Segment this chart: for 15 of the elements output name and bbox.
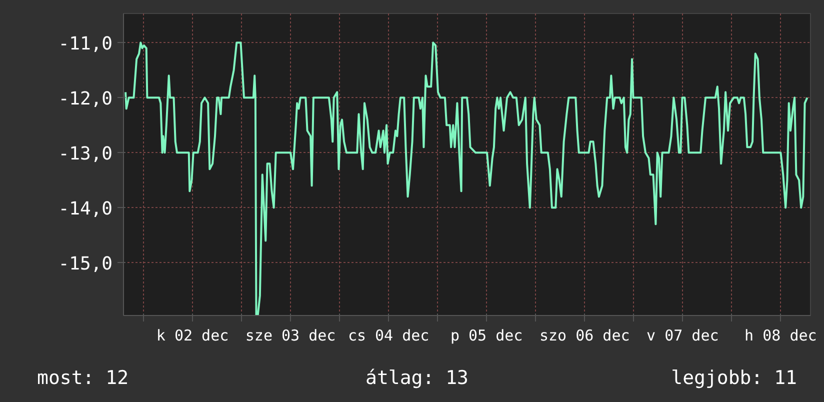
y-tick-label: -12,0	[58, 88, 113, 110]
y-tick-label: -14,0	[58, 198, 113, 220]
text: most: 12	[37, 366, 130, 391]
text: átlag: 13	[364, 366, 470, 391]
text: legjobb: 11	[670, 366, 797, 391]
x-tick-label: p 05 dec	[450, 326, 523, 344]
x-tick-label: szo 06 dec	[539, 326, 630, 344]
y-tick-label: -15,0	[58, 254, 113, 275]
x-tick-label: cs 04 dec	[348, 326, 430, 344]
x-tick-label: sze 03 dec	[245, 326, 336, 344]
y-tick-label: -13,0	[58, 144, 113, 165]
x-tick-label: v 07 dec	[646, 326, 719, 344]
x-tick-label: k 02 dec	[156, 326, 229, 344]
x-tick-label: h 08 dec	[744, 326, 817, 344]
y-tick-label: -11,0	[58, 34, 113, 55]
